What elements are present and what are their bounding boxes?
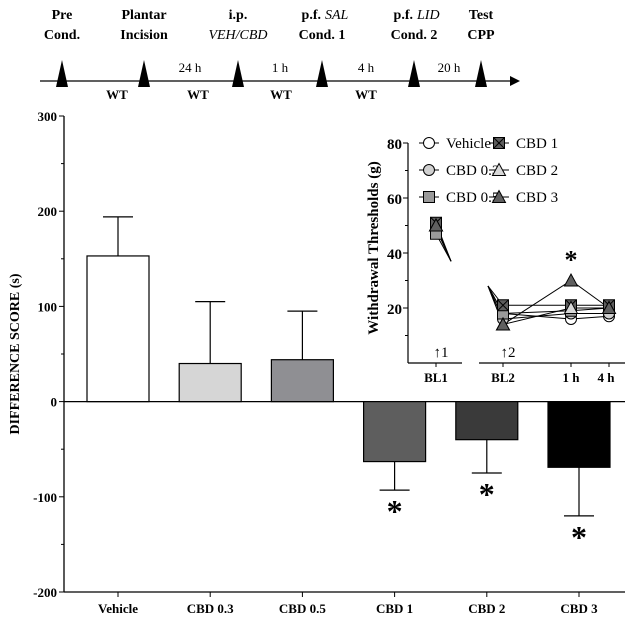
y-tick-label: 300: [38, 109, 58, 124]
marker-triangle: [491, 162, 507, 176]
marker-triangle: [563, 300, 579, 314]
legend-item: CBD 2: [489, 162, 558, 179]
legend-item: Vehicle: [419, 136, 491, 152]
inset-x-tick-label: BL1: [424, 370, 448, 385]
x-tick-label: CBD 3: [560, 601, 598, 616]
inset-series-cbd-1: [435, 222, 609, 306]
inset-x-tick-label: 4 h: [598, 370, 616, 385]
event-marker: [138, 60, 150, 87]
marker-triangle: [495, 316, 511, 331]
inset-markers: [428, 217, 617, 331]
event-marker: [56, 60, 68, 87]
x-tick-label: CBD 0.3: [187, 601, 234, 616]
legend-item: CBD 1: [489, 136, 558, 152]
legend-label: Vehicle: [446, 136, 491, 152]
x-tick-label: Vehicle: [98, 601, 138, 616]
significance-star: *: [387, 493, 403, 529]
series-line: [502, 307, 610, 314]
bar-vehicle: [86, 255, 150, 403]
bar-cbd-0-3: [178, 362, 242, 403]
timeline: Pre Cond. Plantar Incision i.p. VEH/CBD p.f. SA…: [40, 8, 520, 102]
inset-series-cbd-0-5: [435, 233, 610, 314]
inset-y-tick-label: 20: [387, 302, 402, 318]
legend-item: CBD 3: [489, 189, 558, 206]
y-tick-label: 100: [38, 299, 58, 314]
x-tick-label: CBD 1: [376, 601, 413, 616]
inset-line-chart: 20 40 60 80 Withdrawal Thresholds (g) BL1 BL2 1…: [366, 136, 625, 385]
legend-label: CBD 3: [516, 190, 558, 206]
interval-label: 24 h: [179, 60, 202, 75]
event-label-line1: Plantar: [121, 8, 166, 23]
wt-label: WT: [270, 87, 292, 102]
inset-y-tick-label: 60: [387, 192, 402, 208]
event-label-line1: p.f.: [302, 8, 321, 23]
event-marker: [475, 60, 487, 87]
inset-y-tick-label: 40: [387, 247, 402, 263]
inset-x-tick-label: 1 h: [563, 370, 581, 385]
y-axis-label: DIFFERENCE SCORE (s): [8, 273, 23, 434]
marker-square: [423, 191, 435, 203]
marker-circle: [423, 137, 435, 149]
y-tick-label: 0: [51, 395, 58, 410]
marker-x: [493, 137, 505, 149]
event-label-line2: VEH/CBD: [208, 28, 267, 43]
marker-circle: [423, 164, 435, 176]
x-tick-label: CBD 2: [468, 601, 505, 616]
event-label-line1: Pre: [52, 8, 73, 23]
legend-label: CBD 1: [516, 136, 558, 152]
x-tick-label: CBD 0.5: [279, 601, 326, 616]
marker-triangle: [428, 217, 444, 232]
series-line: [502, 307, 609, 325]
y-tick-label: -100: [33, 490, 57, 505]
y-tick-label: 200: [38, 204, 58, 219]
interval-label: 20 h: [438, 60, 461, 75]
legend-label: CBD 0.5: [446, 190, 499, 206]
marker-x: [497, 299, 509, 312]
event-marker: [316, 60, 328, 87]
event-label-line2: Incision: [120, 28, 168, 43]
event-label-line1: p.f.: [394, 8, 413, 23]
legend-item: CBD 0.5: [419, 190, 499, 206]
event-label-line2: CPP: [467, 28, 495, 43]
wt-label: WT: [187, 87, 209, 102]
event-marker: [232, 60, 244, 87]
bar-cbd-0-5: [270, 359, 334, 403]
wt-label: WT: [106, 87, 128, 102]
bar-cbd-2: [455, 401, 519, 441]
event-label-line1: i.p.: [229, 8, 248, 23]
significance-star: *: [571, 519, 587, 555]
bar-chart: -200 -100 0 100 200 300 DIFFERENCE SCORE (s) Ve…: [8, 109, 625, 616]
inset-significance-star: *: [565, 246, 578, 275]
legend-label: CBD 0.3: [446, 163, 499, 179]
inset-y-tick-label: 80: [387, 137, 402, 153]
bar-cbd-3: [547, 401, 611, 468]
interval-label: 4 h: [358, 60, 375, 75]
event-label-italic: LID: [416, 8, 440, 23]
inset-x-tick-label: BL2: [491, 370, 515, 385]
event-label-line2: Cond. 1: [299, 28, 346, 43]
bar-cbd-1: [363, 401, 427, 463]
inset-arrow-label: ↑1: [434, 345, 449, 361]
marker-triangle: [563, 272, 579, 287]
inset-y-axis-label: Withdrawal Thresholds (g): [366, 161, 382, 334]
significance-star: *: [479, 476, 495, 512]
marker-triangle: [601, 300, 617, 314]
marker-triangle: [491, 189, 507, 203]
legend-item: CBD 0.3: [419, 163, 499, 179]
event-marker: [408, 60, 420, 87]
wt-label: WT: [355, 87, 377, 102]
event-label-italic: SAL: [325, 8, 349, 23]
interval-label: 1 h: [272, 60, 289, 75]
inset-markers: [430, 216, 615, 312]
y-tick-label: -200: [33, 585, 57, 600]
event-label-line2: Cond. 2: [391, 28, 438, 43]
timeline-arrowhead: [510, 76, 520, 86]
inset-arrow-label: ↑2: [501, 345, 516, 361]
event-label-line2: Cond.: [44, 28, 80, 43]
event-label-line1: Test: [469, 8, 494, 23]
legend-label: CBD 2: [516, 163, 558, 179]
